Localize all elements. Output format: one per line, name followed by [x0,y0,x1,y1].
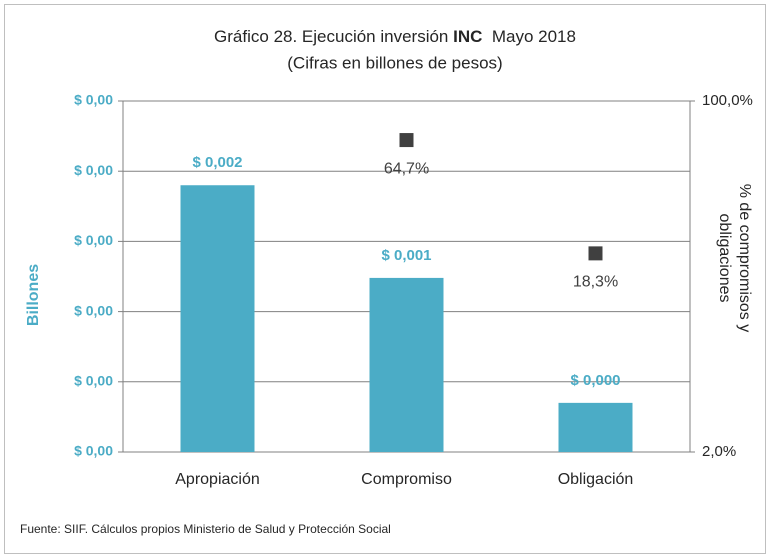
y2-tick-label: 100,0% [702,92,753,109]
title-part: INC [453,27,482,46]
marker-value-label: 64,7% [384,160,429,177]
chart-subtitle: (Cifras en billones de pesos) [287,53,502,72]
marker [588,246,603,261]
marker [399,133,414,148]
y-tick-label: $ 0,00 [74,92,113,108]
y-tick-label: $ 0,00 [74,373,113,389]
bar-value-label: $ 0,001 [381,247,431,264]
bar [558,402,633,452]
title-part: Gráfico 28. Ejecución inversión [214,27,453,46]
y2-tick-label: 2,0% [702,443,736,460]
source-note: Fuente: SIIF. Cálculos propios Ministeri… [20,522,391,536]
y-axis-label: Billones [25,264,42,326]
bar [180,185,255,453]
y-tick-label: $ 0,00 [74,232,113,248]
y-tick-label: $ 0,00 [74,162,113,178]
y2-axis-label: obligaciones [716,214,733,303]
x-tick-label: Obligación [558,471,634,488]
y-tick-label: $ 0,00 [74,302,113,318]
y2-axis-label: % de compromisos y [736,184,753,333]
chart-title: Gráfico 28. Ejecución inversión INC Mayo… [214,27,576,46]
bar-value-label: $ 0,002 [192,154,242,171]
marker-value-label: 18,3% [573,274,618,291]
x-tick-label: Compromiso [361,471,452,488]
bar [369,277,444,452]
x-tick-label: Apropiación [175,471,260,488]
title-part: Mayo 2018 [482,27,576,46]
bar-value-label: $ 0,000 [570,372,620,389]
y-tick-label: $ 0,00 [74,443,113,459]
